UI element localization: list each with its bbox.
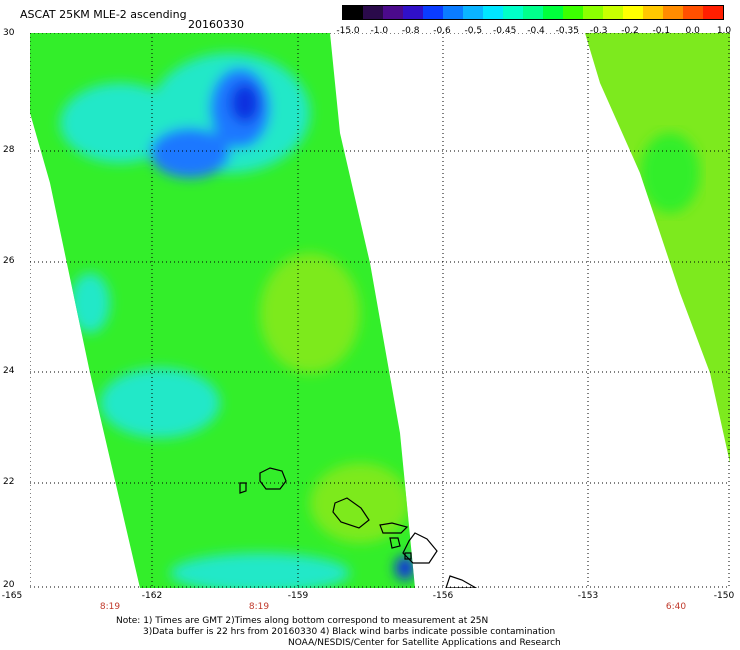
colorbar-label: -0.45 [493, 26, 517, 36]
lat-label-24: 24 [3, 366, 15, 376]
colorbar-label: -0.2 [621, 26, 639, 36]
colorbar-swatch [403, 6, 423, 19]
colorbar-label: 0.0 [685, 26, 700, 36]
colorbar [342, 5, 724, 20]
grid-lines [30, 33, 730, 588]
colorbar-label: -15.0 [336, 26, 360, 36]
swath-left [30, 33, 415, 588]
note-line-3: NOAA/NESDIS/Center for Satellite Applica… [288, 638, 561, 648]
colorbar-label: -1.0 [370, 26, 389, 36]
colorbar-swatch [503, 6, 523, 19]
colorbar-swatch [623, 6, 643, 19]
colorbar-label: 1.0 [716, 26, 732, 36]
lat-label-30: 30 [3, 28, 15, 38]
colorbar-swatch [463, 6, 483, 19]
colorbar-swatch [423, 6, 443, 19]
lon-label-150: -150 [713, 591, 735, 601]
colorbar-label: -0.35 [555, 26, 579, 36]
colorbar-swatch [343, 6, 363, 19]
time-label-1: 8:19 [99, 602, 121, 612]
colorbar-swatch [603, 6, 623, 19]
map-area [30, 33, 730, 588]
lat-label-22: 22 [3, 477, 15, 487]
colorbar-label: -0.5 [464, 26, 483, 36]
colorbar-swatch [683, 6, 703, 19]
colorbar-label: -0.1 [652, 26, 671, 36]
date-label: 20160330 [188, 18, 244, 31]
colorbar-swatch [443, 6, 463, 19]
lon-label-165: -165 [1, 591, 23, 601]
colorbar-label: -0.4 [527, 26, 545, 36]
colorbar-swatch [543, 6, 563, 19]
colorbar-swatch [583, 6, 603, 19]
colorbar-labels: -15.0 -1.0 -0.8 -0.6 -0.5 -0.45 -0.4 -0.35 -0.3 -… [336, 26, 736, 38]
note-line-1: Note: 1) Times are GMT 2)Times along bot… [116, 616, 489, 626]
lat-label-20: 20 [3, 580, 15, 590]
colorbar-swatch [703, 6, 723, 19]
colorbar-swatch [363, 6, 383, 19]
colorbar-swatch [383, 6, 403, 19]
note-line-2: 3)Data buffer is 22 hrs from 20160330 4)… [143, 627, 556, 637]
colorbar-swatch [523, 6, 543, 19]
colorbar-label: -0.6 [433, 26, 451, 36]
map-svg [30, 33, 730, 588]
colorbar-label: -0.8 [401, 26, 420, 36]
colorbar-swatch [663, 6, 683, 19]
colorbar-swatch [643, 6, 663, 19]
time-label-2: 8:19 [248, 602, 270, 612]
islands [239, 467, 478, 588]
lat-label-26: 26 [3, 256, 15, 266]
lon-label-153: -153 [577, 591, 599, 601]
title: ASCAT 25KM MLE-2 ascending [20, 8, 187, 21]
lon-label-156: -156 [432, 591, 454, 601]
lon-label-162: -162 [141, 591, 163, 601]
lon-label-159: -159 [287, 591, 309, 601]
lat-label-28: 28 [3, 145, 15, 155]
time-label-3: 6:40 [665, 602, 687, 612]
colorbar-label: -0.3 [589, 26, 608, 36]
colorbar-swatch [563, 6, 583, 19]
swath-right [585, 33, 730, 463]
colorbar-swatch [483, 6, 503, 19]
